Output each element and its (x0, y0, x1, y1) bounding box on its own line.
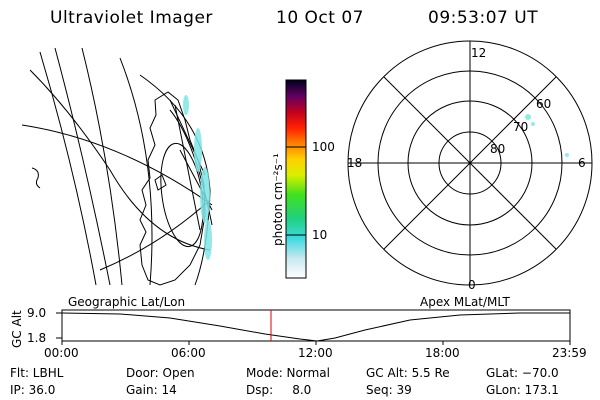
ytick-1-8: 1.8 (27, 331, 47, 345)
glat-info: GLat: −70.0 (486, 366, 559, 380)
mode-info: Mode: Normal (246, 366, 330, 380)
date-label: 10 Oct 07 (276, 8, 364, 28)
glon-info: GLon: 173.1 (486, 383, 559, 397)
mlt-label-6: 6 (578, 156, 586, 170)
lat-label-70: 70 (513, 120, 529, 134)
timeline-ylabel: GC Alt (10, 310, 24, 348)
colorbar-axis-label: photon cm⁻²s⁻¹ (271, 153, 285, 246)
door-info: Door: Open (126, 366, 195, 380)
gain-info: Gain: 14 (126, 383, 177, 397)
ip-info: IP: 36.0 (10, 383, 56, 397)
gc-alt-info: GC Alt: 5.5 Re (366, 366, 450, 380)
timeline-left-label: Geographic Lat/Lon (68, 295, 186, 309)
xtick-0600: 06:00 (171, 346, 206, 360)
lat-label-60: 60 (536, 97, 552, 111)
xtick-1200: 12:00 (298, 346, 333, 360)
mlt-label-0: 0 (468, 278, 476, 292)
time-label: 09:53:07 UT (428, 8, 539, 28)
polar-aurora (525, 114, 569, 157)
seq-info: Seq: 39 (366, 383, 412, 397)
dsp-info: Dsp: 8.0 (246, 383, 312, 397)
xtick-2359: 23:59 (552, 346, 587, 360)
xtick-0000: 00:00 (44, 346, 79, 360)
timeline-plot (56, 309, 571, 345)
mlt-label-12: 12 (471, 46, 487, 60)
colorbar-tick-100: 100 (312, 140, 335, 154)
xtick-1800: 18:00 (425, 346, 460, 360)
colorbar-tick-10: 10 (312, 228, 328, 242)
app-title: Ultraviolet Imager (50, 8, 213, 28)
colorbar (285, 79, 307, 279)
polar-plot (347, 40, 593, 286)
aurora-emission (183, 95, 212, 260)
ytick-9: 9.0 (27, 306, 47, 320)
mlt-label-18: 18 (347, 156, 363, 170)
timeline-right-label: Apex MLat/MLT (420, 295, 510, 309)
lat-label-80: 80 (490, 142, 506, 156)
filter-info: Flt: LBHL (10, 366, 64, 380)
geographic-map (21, 47, 213, 286)
